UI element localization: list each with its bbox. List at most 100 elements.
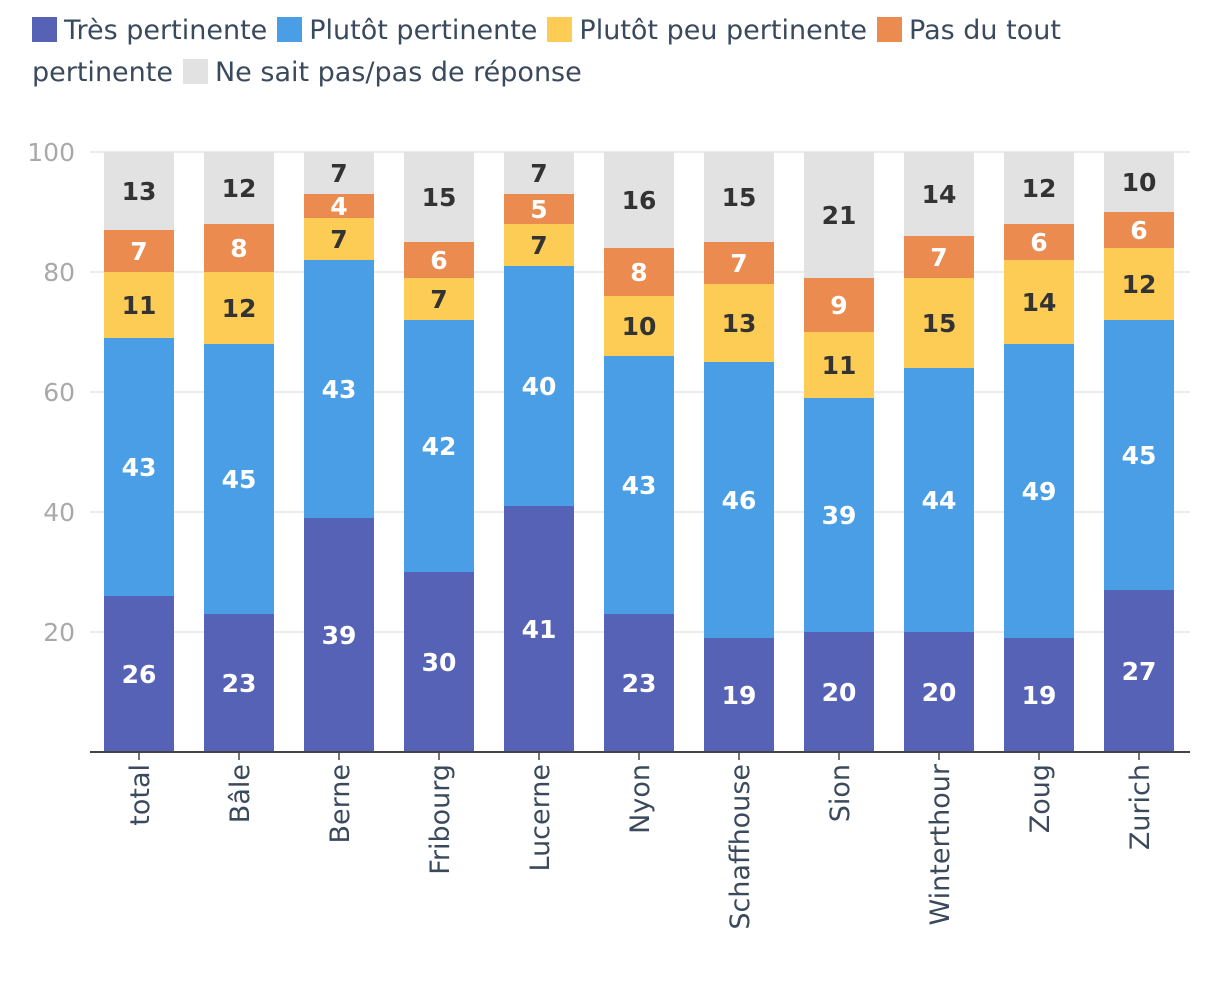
data-label: 7 — [530, 159, 547, 188]
data-label: 10 — [1122, 168, 1157, 197]
x-tick-label: total — [125, 764, 156, 826]
data-label: 45 — [222, 465, 257, 494]
legend-label: Plutôt pertinente — [309, 15, 538, 46]
data-label: 11 — [122, 291, 157, 320]
bar-segment-fribourg-tres-pertinente — [404, 572, 474, 752]
data-label: 7 — [730, 249, 747, 278]
bar-segment-fribourg-plutot-pertinente — [404, 320, 474, 572]
x-tick-label: Schaffhouse — [725, 764, 756, 930]
data-label: 44 — [922, 486, 957, 515]
data-label: 13 — [722, 309, 757, 338]
legend-label: Pas du tout pertinente — [32, 15, 1061, 88]
bar-segment-berne-plutot-peu-pertinente — [304, 218, 374, 260]
data-label: 6 — [1030, 228, 1047, 257]
x-tick-label: Fribourg — [425, 764, 456, 875]
x-tick-label: Zoug — [1025, 764, 1056, 833]
data-label: 12 — [222, 174, 257, 203]
data-label: 30 — [422, 648, 457, 677]
legend-swatch — [547, 17, 573, 42]
bar-segment-lucerne-tres-pertinente — [504, 506, 574, 752]
legend-item-plutot-pertinente[interactable]: Plutôt pertinente — [277, 15, 537, 46]
bar-segment-berne-tres-pertinente — [304, 518, 374, 752]
data-label: 7 — [430, 285, 447, 314]
bar-segment-zoug-pas-du-tout-pertinente — [1004, 224, 1074, 260]
data-label: 13 — [122, 177, 157, 206]
y-tick-label: 80 — [43, 258, 75, 287]
data-label: 14 — [922, 180, 957, 209]
bar-segment-berne-pas-du-tout-pertinente — [304, 194, 374, 218]
bar-segment-sion-plutot-peu-pertinente — [804, 332, 874, 398]
data-label: 42 — [422, 432, 457, 461]
bar-segment-winterthour-plutot-pertinente — [904, 368, 974, 632]
bar-segment-sion-ne-sait-pas-pas-de-reponse — [804, 152, 874, 278]
bar-segment-zurich-pas-du-tout-pertinente — [1104, 212, 1174, 248]
data-label: 19 — [1022, 681, 1057, 710]
data-label: 46 — [722, 486, 757, 515]
bar-segment-bale-ne-sait-pas-pas-de-reponse — [204, 152, 274, 224]
bar-segment-zoug-tres-pertinente — [1004, 638, 1074, 752]
bar-segment-bale-tres-pertinente — [204, 614, 274, 752]
y-tick-label: 60 — [43, 378, 75, 407]
bar-segment-winterthour-ne-sait-pas-pas-de-reponse — [904, 152, 974, 236]
data-label: 21 — [822, 201, 857, 230]
bar-segment-lucerne-plutot-pertinente — [504, 266, 574, 506]
x-tick-label: Lucerne — [525, 764, 556, 872]
bar-segment-schaffhouse-tres-pertinente — [704, 638, 774, 752]
data-label: 4 — [330, 192, 347, 221]
bar-segment-zoug-ne-sait-pas-pas-de-reponse — [1004, 152, 1074, 224]
legend-swatch — [877, 17, 903, 42]
bar-segment-winterthour-pas-du-tout-pertinente — [904, 236, 974, 278]
x-tick-label: Winterthour — [925, 763, 956, 925]
bar-segment-zurich-tres-pertinente — [1104, 590, 1174, 752]
data-label: 49 — [1022, 477, 1057, 506]
legend-label: Ne sait pas/pas de réponse — [214, 57, 582, 88]
bar-segment-zoug-plutot-peu-pertinente — [1004, 260, 1074, 344]
data-label: 40 — [522, 372, 557, 401]
bar-segment-total-plutot-peu-pertinente — [104, 272, 174, 338]
bar-segment-lucerne-pas-du-tout-pertinente — [504, 194, 574, 224]
data-label: 15 — [922, 309, 957, 338]
bar-segment-fribourg-plutot-peu-pertinente — [404, 278, 474, 320]
bar-segment-zurich-plutot-peu-pertinente — [1104, 248, 1174, 320]
data-label: 14 — [1022, 288, 1057, 317]
bar-segment-sion-plutot-pertinente — [804, 398, 874, 632]
legend-item-pas-du-tout-pertinente[interactable]: Pas du tout pertinente — [32, 15, 1061, 88]
bar-segment-total-plutot-pertinente — [104, 338, 174, 596]
data-label: 10 — [622, 312, 657, 341]
x-tick-label: Berne — [325, 764, 356, 843]
legend-label: Très pertinente — [64, 15, 268, 46]
data-label: 43 — [322, 375, 357, 404]
legend-item-tres-pertinente[interactable]: Très pertinente — [32, 15, 267, 46]
bar-segment-sion-tres-pertinente — [804, 632, 874, 752]
data-label: 11 — [822, 351, 857, 380]
bar-segment-bale-plutot-peu-pertinente — [204, 272, 274, 344]
bar-segment-berne-plutot-pertinente — [304, 260, 374, 518]
data-label: 6 — [430, 246, 447, 275]
data-label: 16 — [622, 186, 657, 215]
legend-swatch — [32, 17, 57, 42]
legend-swatch — [277, 17, 303, 42]
bar-segment-nyon-tres-pertinente — [604, 614, 674, 752]
legend-item-ne-sait-pas-pas-de-reponse[interactable]: Ne sait pas/pas de réponse — [182, 57, 582, 88]
bar-segment-bale-pas-du-tout-pertinente — [204, 224, 274, 272]
bar-segment-schaffhouse-plutot-pertinente — [704, 362, 774, 638]
bar-segment-sion-pas-du-tout-pertinente — [804, 278, 874, 332]
data-label: 26 — [122, 660, 157, 689]
data-label: 8 — [230, 234, 247, 263]
bar-segment-zoug-plutot-pertinente — [1004, 344, 1074, 638]
data-label: 6 — [1130, 216, 1147, 245]
data-label: 20 — [922, 678, 957, 707]
y-tick-label: 20 — [43, 618, 75, 647]
data-label: 12 — [222, 294, 257, 323]
y-tick-label: 100 — [27, 138, 75, 167]
x-tick-label: Sion — [825, 764, 856, 822]
legend: Très pertinente Plutôt pertinente Plutôt p… — [32, 10, 1192, 94]
bar-segment-lucerne-plutot-peu-pertinente — [504, 224, 574, 266]
legend-swatch — [182, 59, 208, 84]
data-label: 20 — [822, 678, 857, 707]
bar-segment-lucerne-ne-sait-pas-pas-de-reponse — [504, 152, 574, 194]
data-label: 8 — [630, 258, 647, 287]
legend-item-plutot-peu-pertinente[interactable]: Plutôt peu pertinente — [547, 15, 867, 46]
x-tick-label: Bâle — [225, 764, 256, 823]
bar-segment-schaffhouse-plutot-peu-pertinente — [704, 284, 774, 362]
